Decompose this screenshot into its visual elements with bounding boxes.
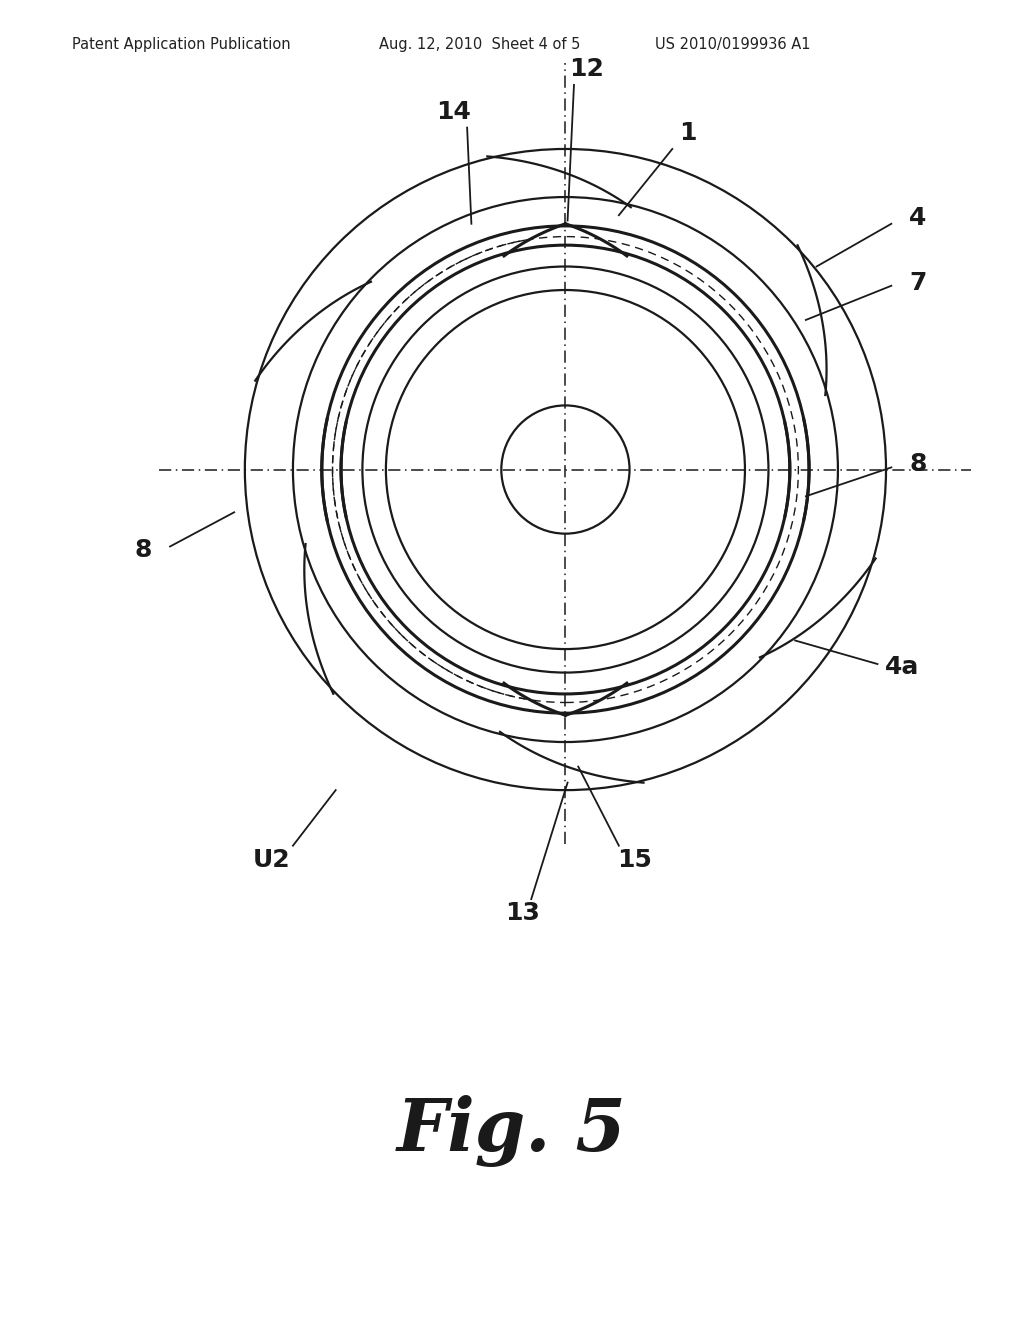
Text: 1: 1 (680, 121, 697, 145)
Text: 8: 8 (134, 537, 152, 562)
Text: 15: 15 (617, 847, 652, 871)
Text: 13: 13 (505, 902, 540, 925)
Text: U2: U2 (253, 847, 291, 871)
Text: Aug. 12, 2010  Sheet 4 of 5: Aug. 12, 2010 Sheet 4 of 5 (379, 37, 581, 51)
Text: Fig. 5: Fig. 5 (397, 1096, 627, 1167)
Text: Patent Application Publication: Patent Application Publication (72, 37, 291, 51)
Text: US 2010/0199936 A1: US 2010/0199936 A1 (655, 37, 811, 51)
Text: 7: 7 (909, 271, 927, 294)
Text: 4: 4 (909, 206, 927, 231)
Text: 12: 12 (569, 57, 604, 81)
Text: 8: 8 (909, 453, 927, 477)
Text: 4a: 4a (885, 655, 920, 680)
Text: 14: 14 (436, 99, 471, 124)
